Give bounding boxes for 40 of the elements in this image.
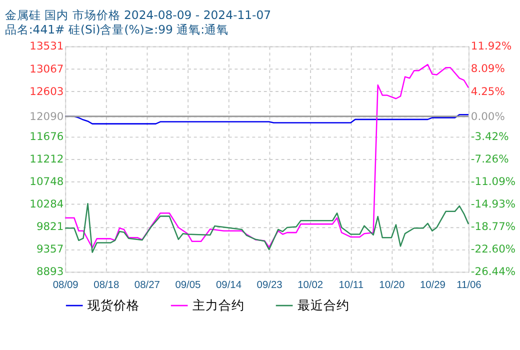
y-tick-label: 11676 (30, 130, 64, 143)
y2-tick-label: 4.25% (470, 84, 505, 98)
y2-tick-label: -22.60% (470, 242, 516, 256)
x-tick-label: 10/11 (338, 280, 364, 291)
x-tick-label: 11/06 (456, 280, 482, 291)
y-tick-label: 12603 (30, 84, 64, 98)
y2-tick-label: -14.93% (470, 198, 516, 211)
x-tick-label: 08/27 (134, 280, 160, 291)
x-tick-label: 09/05 (175, 280, 202, 291)
x-tick-label: 08/09 (52, 280, 79, 291)
line-series (64, 64, 470, 249)
legend-label: 现货价格 (87, 297, 140, 312)
chart-subtitle: 品名:441# 硅(Si)含量(%)≥:99 通氧:通氧 (4, 22, 229, 37)
y-tick-label: 11212 (30, 152, 64, 166)
y-tick-label: 8893 (36, 265, 64, 278)
y2-tick-label: -3.42% (470, 130, 509, 143)
y-tick-label: 10748 (30, 175, 64, 188)
legend-label: 最近合约 (297, 297, 350, 312)
legend-label: 主力合约 (192, 297, 244, 312)
y2-tick-label: -18.77% (470, 220, 516, 234)
x-tick-label: 10/29 (420, 280, 446, 291)
y2-tick-label: 0.00% (470, 110, 505, 123)
y2-tick-label: 8.09% (470, 62, 505, 76)
y-tick-label: 12090 (30, 110, 64, 123)
x-tick-label: 09/14 (216, 280, 242, 291)
chart-title: 金属硅 国内 市场价格 2024-08-09 - 2024-11-07 (4, 8, 272, 22)
y2-tick-label: 11.92% (470, 40, 512, 53)
y2-tick-label: -26.44% (470, 265, 516, 278)
y-tick-label: 9821 (36, 220, 64, 234)
y-tick-label: 13067 (30, 62, 64, 76)
y2-tick-label: -11.09% (470, 174, 516, 188)
line-series (64, 202, 470, 253)
x-tick-label: 08/18 (94, 280, 120, 291)
x-tick-label: 10/02 (298, 280, 324, 291)
x-tick-label: 10/20 (379, 280, 406, 291)
y-tick-label: 10284 (30, 198, 64, 211)
y-tick-label: 13531 (30, 40, 64, 53)
x-tick-label: 09/23 (256, 280, 283, 291)
y-tick-label: 9357 (36, 242, 64, 256)
y2-tick-label: -7.26% (470, 152, 509, 166)
